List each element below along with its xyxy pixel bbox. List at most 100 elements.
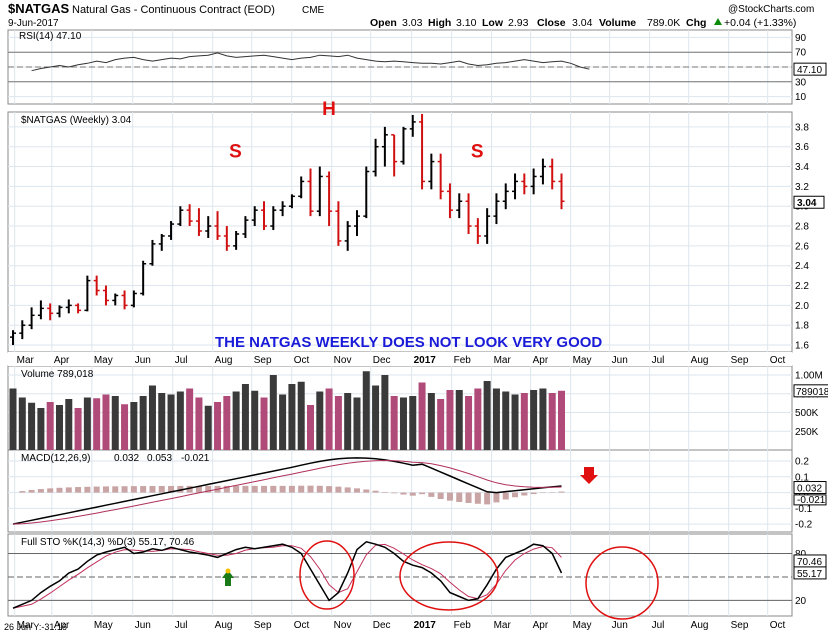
- month-tick-label: Aug: [691, 355, 709, 366]
- month-tick-label: Sep: [254, 355, 272, 366]
- price-bar: [363, 166, 370, 219]
- volume-value: 789.0K: [647, 17, 680, 29]
- price-bar: [437, 153, 444, 200]
- month-tick-label: Dec: [373, 355, 391, 366]
- volume-bar: [204, 405, 212, 450]
- price-bar: [344, 221, 351, 251]
- close-value: 3.04: [572, 17, 593, 29]
- price-bar: [512, 173, 519, 200]
- sto-k-last-box: [793, 566, 827, 580]
- price-tick-label: 2.0: [795, 301, 809, 312]
- volume-bar: [9, 388, 17, 450]
- price-label: $NATGAS (Weekly) 3.04: [21, 115, 132, 126]
- price-tick-label: 2.8: [795, 222, 809, 233]
- macd-histogram-bar: [409, 492, 416, 496]
- price-bar: [372, 138, 379, 177]
- price-tick-label: 3.6: [795, 142, 809, 153]
- volume-bar: [474, 388, 482, 450]
- month-tick-label: Aug: [215, 620, 233, 631]
- volume-bar: [427, 393, 435, 450]
- macd-histogram-bar: [56, 487, 63, 493]
- price-tick-label: 1.6: [795, 341, 809, 352]
- rsi-line: [31, 52, 590, 72]
- price-bar: [530, 168, 537, 195]
- month-tick-label: Apr: [533, 620, 549, 631]
- month-tick-label: 2017: [414, 355, 437, 366]
- sto-k-line: [12, 540, 563, 609]
- month-tick-label: Mar: [17, 355, 35, 366]
- macd-line: [12, 457, 562, 525]
- volume-bar: [121, 404, 129, 450]
- price-bar: [261, 201, 268, 231]
- volume-bar: [83, 397, 91, 450]
- macd-histogram-bar: [391, 492, 398, 494]
- volume-bar: [530, 390, 538, 450]
- watermark: @StockCharts.com: [728, 4, 814, 15]
- rsi-last-box: [793, 62, 827, 76]
- svg-text:0.053: 0.053: [147, 453, 172, 464]
- volume-bar: [418, 382, 426, 450]
- month-tick-label: Aug: [215, 355, 233, 366]
- symbol: $NATGAS: [8, 1, 69, 16]
- svg-text:MACD(12,26,9): MACD(12,26,9): [21, 453, 90, 464]
- exchange: CME: [302, 5, 325, 16]
- low-label: Low: [482, 17, 504, 29]
- price-bar: [456, 193, 463, 219]
- month-tick-label: 2017: [414, 620, 437, 631]
- volume-bar: [46, 402, 54, 450]
- chart-annotation: THE NATGAS WEEKLY DOES NOT LOOK VERY GOO…: [215, 334, 602, 351]
- price-bar: [353, 210, 360, 236]
- volume-bar: [232, 391, 240, 450]
- low-value: 2.93: [508, 17, 529, 29]
- macd-histogram-bar: [102, 486, 109, 493]
- labels: Mar Mar Apr Apr May May Jun Jun Jul Jul Aug Aug Sep S…: [17, 33, 828, 631]
- macd-histogram-bar: [177, 485, 184, 493]
- month-tick-label: Mar: [494, 355, 512, 366]
- volume-bar: [288, 384, 296, 450]
- volume-bar: [93, 398, 101, 450]
- price-bar: [288, 194, 295, 209]
- macd-histogram-bar: [205, 485, 212, 493]
- macd-histogram-bar: [233, 485, 240, 493]
- volume-bar: [437, 399, 445, 450]
- macd-histogram-bar: [186, 485, 193, 493]
- volume-bar: [465, 396, 473, 450]
- price-panel: [7, 111, 793, 353]
- price-bar: [19, 320, 26, 340]
- price-bar: [270, 206, 277, 231]
- price-bar: [316, 166, 323, 217]
- month-tick-label: Oct: [770, 355, 786, 366]
- volume-bar: [279, 394, 287, 450]
- green-up-arrow-icon: [222, 570, 234, 586]
- macd-histogram-bar: [428, 492, 435, 497]
- price-bar: [307, 168, 314, 217]
- volume-bar: [409, 396, 417, 450]
- price-tick-label: 1.8: [795, 321, 809, 332]
- macd-histogram-bar: [84, 486, 91, 493]
- chg-value: +0.04 (+1.33%): [724, 17, 796, 29]
- macd-histogram-bar: [465, 492, 472, 503]
- rsi-tick-label: 10: [795, 92, 807, 103]
- macd-tick-label: -0.2: [795, 520, 813, 531]
- macd-histogram-bar: [363, 489, 370, 493]
- volume-bar: [167, 394, 175, 450]
- volume-tick-label: 1.00M: [795, 371, 823, 382]
- price-bar: [335, 201, 342, 246]
- sto-d-last-value: 70.46: [797, 557, 822, 568]
- month-tick-label: Oct: [294, 355, 310, 366]
- macd-histogram-bar: [484, 492, 491, 505]
- price-bar: [56, 305, 63, 318]
- month-tick-label: Sep: [731, 355, 749, 366]
- price-bar: [140, 260, 147, 296]
- macd-histogram-bar: [456, 492, 463, 502]
- volume-bar: [195, 397, 203, 450]
- pattern-label: H: [322, 99, 336, 120]
- price-bar: [446, 183, 453, 219]
- price-bar: [549, 158, 556, 190]
- price-bar: [205, 216, 212, 238]
- rsi-tick-label: 70: [795, 48, 807, 59]
- macd-histogram-bar: [121, 486, 128, 493]
- month-tick-label: Oct: [770, 620, 786, 631]
- month-tick-label: Aug: [691, 620, 709, 631]
- price-bar: [298, 176, 305, 199]
